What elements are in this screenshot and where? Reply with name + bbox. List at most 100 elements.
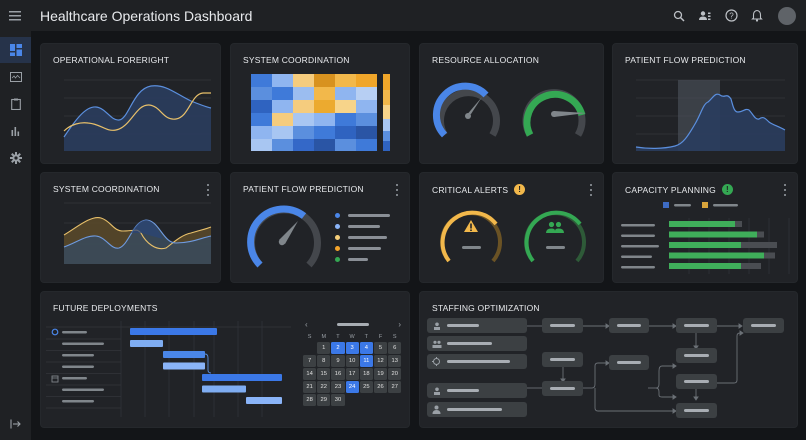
system-coordination-area-chart [63,202,212,264]
calendar-day[interactable]: 14 [303,367,317,380]
operational-foresight-chart [63,79,212,151]
dot-icon [784,194,786,196]
calendar: ‹ › S M T W T F S 1 2 3 4 5 6 7 8 9 10 11 12 13 14 15 1… [303,318,403,406]
help-button[interactable]: ? [718,3,744,29]
sidebar-item-reports[interactable] [0,118,31,144]
calendar-day[interactable]: 29 [317,393,331,406]
legend-dot-icon [335,257,340,262]
calendar-grid: 1 2 3 4 5 6 7 8 9 10 11 12 13 14 15 16 17 18 19 20 21 22 23 24 2… [303,342,403,406]
dot-icon [590,189,592,191]
node-label [684,409,709,412]
process-node[interactable] [676,403,717,418]
hamburger-icon [9,10,21,20]
calendar-day[interactable]: 7 [303,354,317,367]
card-title: OPERATIONAL FORERIGHT [53,55,170,65]
dependency-arrow [204,353,212,374]
calendar-weekdays: S M T W T F S [303,332,403,342]
calendar-month-label [337,322,369,326]
menu-button[interactable] [0,0,30,31]
patient-flow-gauge [247,205,321,268]
more-options-button[interactable] [588,184,594,196]
bar-chart-icon [11,127,19,136]
calendar-day[interactable]: 8 [317,354,331,367]
calendar-day[interactable]: 27 [388,380,402,393]
process-node[interactable] [676,374,717,389]
team-button[interactable] [692,3,718,29]
staff-source-node[interactable] [427,318,527,333]
node-label [447,389,479,392]
calendar-day[interactable]: 23 [331,380,345,393]
process-node[interactable] [542,352,583,367]
calendar-day[interactable]: 10 [345,354,359,367]
calendar-day[interactable]: 28 [303,393,317,406]
calendar-day[interactable]: 25 [359,380,373,393]
calendar-day[interactable]: 9 [331,354,345,367]
calendar-prev-button[interactable]: ‹ [305,319,308,329]
more-options-button[interactable] [782,184,788,196]
calendar-day[interactable]: 13 [388,354,402,367]
heatmap-chart [251,74,390,151]
calendar-day[interactable]: 6 [388,342,402,354]
calendar-day[interactable]: 11 [359,354,373,367]
node-label [550,387,575,390]
calendar-day[interactable]: 3 [345,342,359,354]
dot-icon [207,184,209,186]
calendar-day[interactable]: 17 [345,367,359,380]
calendar-day[interactable]: 4 [359,342,373,354]
card-title: SYSTEM COORDINATION [53,184,160,194]
patient-flow-legend [335,210,390,265]
gauge-blue [432,82,500,138]
more-options-button[interactable] [205,184,211,196]
sidebar-item-monitor[interactable] [0,64,31,90]
outcome-node[interactable] [743,318,784,333]
calendar-day[interactable]: 18 [359,367,373,380]
process-node[interactable] [542,381,583,396]
legend-item [335,243,390,254]
calendar-day[interactable]: 30 [331,393,345,406]
process-node[interactable] [542,318,583,333]
calendar-day[interactable]: 19 [373,367,388,380]
calendar-day[interactable]: 20 [388,367,402,380]
node-label [447,360,510,363]
card-title: CAPACITY PLANNING! [625,184,733,195]
operational-foresight-card: OPERATIONAL FORERIGHT [40,43,221,164]
alert-gauge-staff [524,210,586,263]
sidebar-item-settings[interactable] [0,145,31,171]
monitor-icon [9,72,22,82]
calendar-day[interactable]: 24 [345,380,359,393]
staff-source-node[interactable] [427,336,527,351]
process-node[interactable] [609,355,649,370]
process-node[interactable] [676,348,717,363]
avatar[interactable] [778,6,796,25]
calendar-day[interactable]: 1 [317,342,331,354]
staff-source-node[interactable] [427,354,527,369]
calendar-day[interactable]: 21 [303,380,317,393]
calendar-day[interactable]: 15 [317,367,331,380]
staff-source-node[interactable] [427,383,527,398]
calendar-day[interactable]: 12 [373,354,388,367]
calendar-day[interactable]: 16 [331,367,345,380]
calendar-day[interactable]: 2 [331,342,345,354]
process-node[interactable] [609,318,649,333]
logout-button[interactable] [0,414,31,434]
calendar-next-button[interactable]: › [398,319,401,329]
sidebar-item-clipboard[interactable] [0,91,31,117]
sidebar-item-dashboard[interactable] [0,37,31,63]
page-title: Healthcare Operations Dashboard [40,7,253,24]
dot-icon [207,189,209,191]
resource-gauges [432,82,586,138]
staff-source-node[interactable] [427,402,527,417]
notifications-button[interactable] [744,3,770,29]
calendar-day[interactable]: 5 [373,342,388,354]
status-badge-icon: ! [721,184,733,195]
calendar-day[interactable]: 26 [373,380,388,393]
node-label [447,342,492,345]
search-button[interactable] [666,3,692,29]
dot-icon [590,184,592,186]
legend-label [348,225,380,228]
card-title: PATIENT FLOW PREDICTION [243,184,364,194]
more-options-button[interactable] [394,184,400,196]
calendar-day[interactable]: 22 [317,380,331,393]
dot-icon [396,184,398,186]
process-node[interactable] [676,318,717,333]
